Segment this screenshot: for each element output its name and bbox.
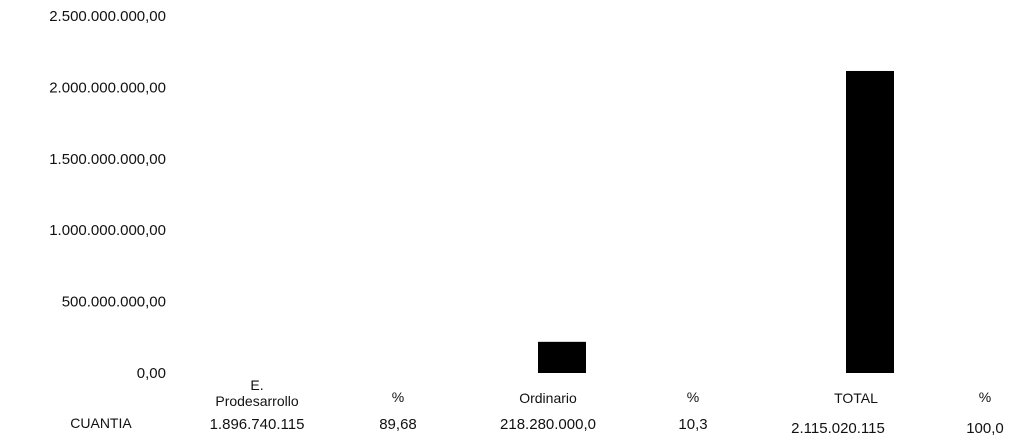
- data-table-cell: 218.280.000,0: [500, 416, 596, 433]
- data-table-cell: 89,68: [379, 416, 417, 433]
- y-tick-label: 500.000.000,00: [62, 294, 166, 311]
- category-label: %: [687, 389, 699, 405]
- table-row-label: CUANTIA: [70, 415, 132, 431]
- bar: [846, 70, 894, 373]
- category-label: %: [392, 389, 404, 405]
- y-tick-label: 0,00: [137, 365, 166, 382]
- bar: [247, 102, 295, 373]
- data-table-cell: 2.115.020.115: [791, 420, 885, 437]
- category-label: %: [979, 389, 991, 405]
- bar: [538, 341, 586, 373]
- category-label: TOTAL: [834, 390, 878, 406]
- y-axis-tick-labels: 0,00 500.000.000,00 1.000.000.000,00 1.500.…: [49, 8, 166, 382]
- data-table-cell: 10,3: [678, 416, 707, 433]
- category-label: E. Prodesarrollo: [215, 377, 298, 409]
- y-tick-label: 1.500.000.000,00: [49, 151, 166, 168]
- category-label: Ordinario: [519, 390, 577, 406]
- data-table-cell: 1.896.740.115: [210, 416, 305, 433]
- category-labels: E. Prodesarrollo% Ordinario% TOTAL%: [215, 377, 991, 409]
- y-tick-label: 2.000.000.000,00: [49, 79, 166, 96]
- y-tick-label: 2.500.000.000,00: [49, 8, 166, 25]
- bars: [247, 70, 894, 373]
- y-tick-label: 1.000.000.000,00: [49, 222, 166, 239]
- data-table: CUANTIA 1.896.740.115 89,68 218.280.000,0 1…: [70, 415, 1004, 437]
- data-table-cell: 100,0: [966, 420, 1004, 437]
